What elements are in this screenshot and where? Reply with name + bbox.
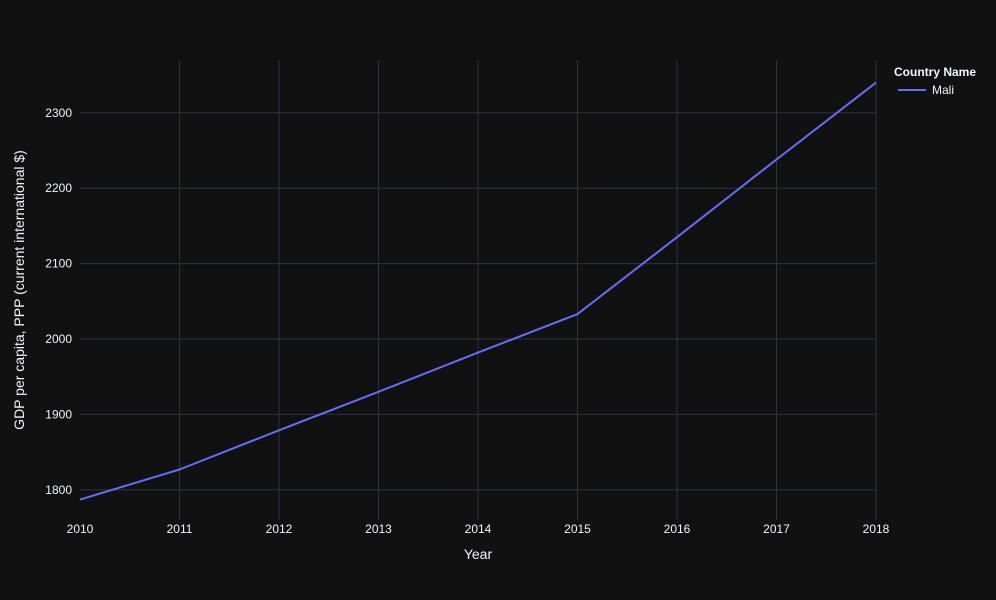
y-tick-label: 2100 (45, 257, 72, 271)
x-tick-label: 2015 (564, 522, 591, 536)
data-point[interactable] (776, 159, 778, 161)
x-tick-label: 2016 (664, 522, 691, 536)
y-tick-label: 2000 (45, 332, 72, 346)
data-point[interactable] (179, 468, 181, 470)
x-tick-label: 2011 (167, 522, 193, 536)
y-tick-label: 1800 (45, 483, 72, 497)
y-axis-title: GDP per capita, PPP (current internation… (11, 150, 27, 430)
x-axis-title: Year (464, 546, 493, 562)
data-point[interactable] (278, 429, 280, 431)
x-tick-label: 2014 (465, 522, 492, 536)
legend-label-mali[interactable]: Mali (932, 83, 954, 97)
y-tick-label: 2300 (45, 106, 72, 120)
x-tick-labels: 2010 2011 2012 2013 2014 2015 2016 2017 2018 (67, 522, 890, 536)
data-point[interactable] (875, 82, 877, 84)
legend-title: Country Name (894, 65, 976, 79)
data-point[interactable] (577, 313, 579, 315)
x-tick-label: 2013 (365, 522, 392, 536)
data-point[interactable] (378, 391, 380, 393)
y-tick-label: 1900 (45, 407, 72, 421)
series-layer (79, 81, 877, 501)
y-tick-label: 2200 (45, 181, 72, 195)
x-tick-label: 2010 (67, 522, 94, 536)
x-tick-label: 2018 (863, 522, 890, 536)
data-point[interactable] (477, 352, 479, 354)
data-point[interactable] (676, 236, 678, 238)
series-line-mali[interactable] (79, 81, 877, 501)
x-gridlines (179, 60, 877, 520)
x-tick-label: 2017 (763, 522, 790, 536)
y-tick-labels: 1800 1900 2000 2100 2200 2300 (45, 106, 72, 497)
legend[interactable]: Country Name Mali (894, 65, 976, 97)
x-tick-label: 2012 (266, 522, 293, 536)
data-point[interactable] (79, 499, 81, 501)
